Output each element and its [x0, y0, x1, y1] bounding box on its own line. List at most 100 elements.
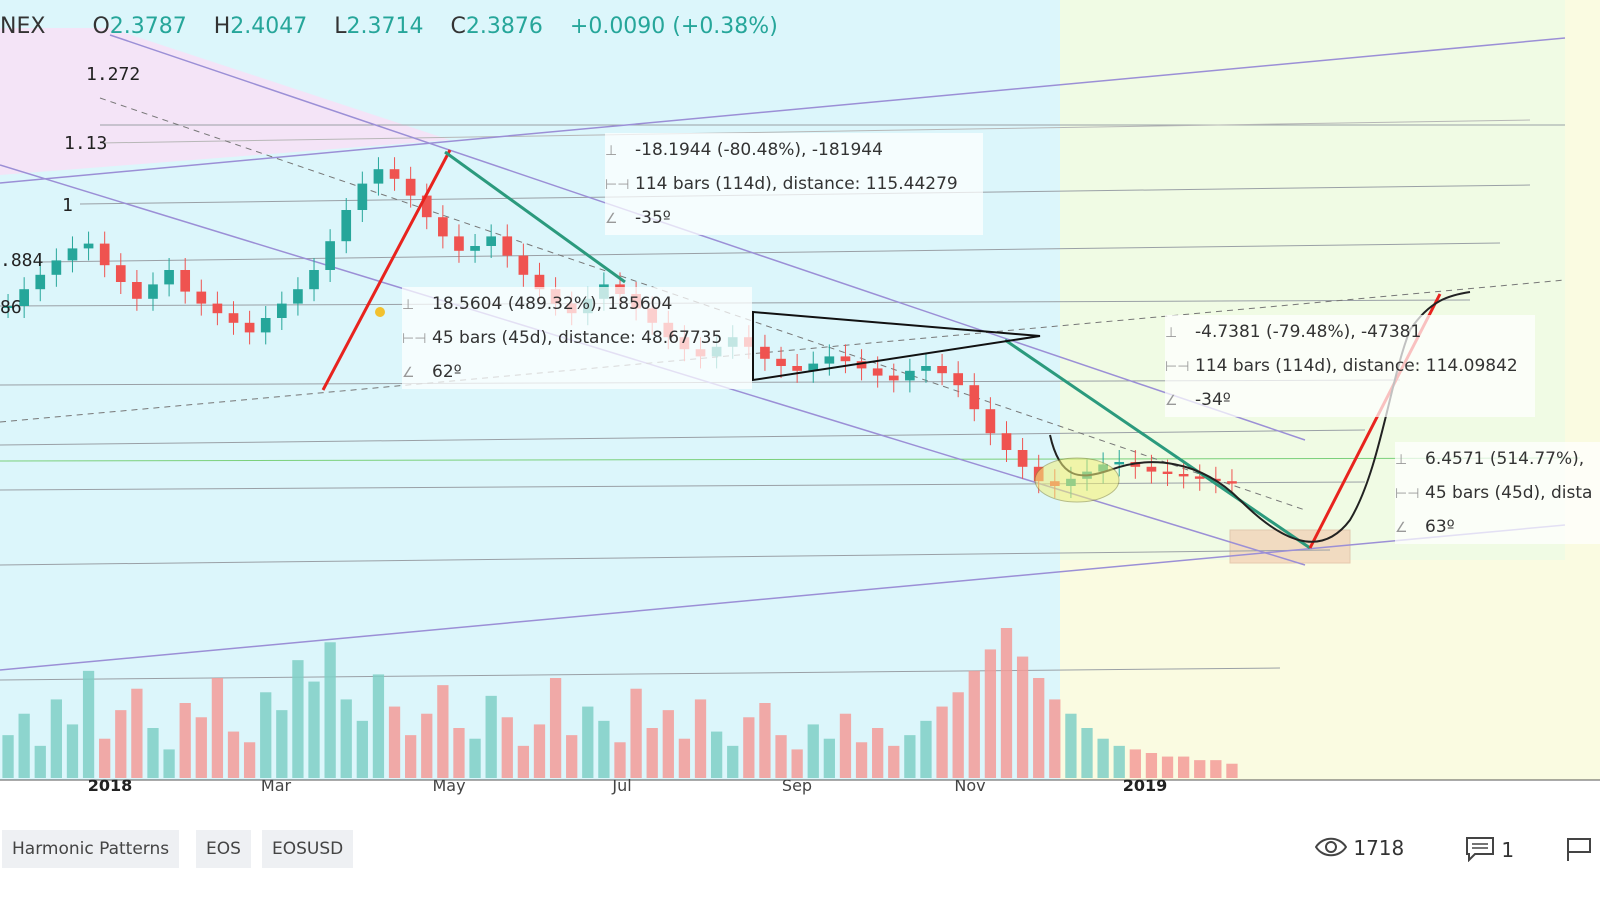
volume-bar [405, 735, 417, 778]
fib-label-1: 1 [62, 195, 73, 216]
candle-body [19, 289, 29, 306]
fib-top-band [0, 28, 450, 175]
measure-2-angle: 62º [432, 362, 462, 382]
volume-bar [791, 749, 803, 778]
volume-bar [662, 710, 674, 778]
volume-bar [549, 678, 562, 778]
range-icon: ⊥ [402, 297, 415, 313]
volume-bar [1081, 728, 1093, 778]
volume-bar [340, 699, 352, 778]
candle-body [164, 270, 174, 285]
volume-bar [147, 728, 159, 778]
candle-body [454, 236, 464, 251]
volume-bar [356, 720, 368, 778]
volume-bar [566, 735, 578, 778]
x-tick-jul: Jul [612, 776, 632, 795]
volume-bar [1210, 760, 1222, 778]
ohlc-legend: NEX O2.3787 H2.4047 L2.3714 C2.3876 +0.0… [0, 14, 788, 39]
triangle-pattern [752, 310, 1041, 382]
candle-body [470, 246, 480, 251]
tag-harmonic-patterns[interactable]: Harmonic Patterns [2, 830, 180, 868]
views-count: 1718 [1353, 836, 1405, 860]
eye-icon [1314, 836, 1348, 863]
volume-bar [99, 738, 111, 778]
measure-1-bars: 114 bars (114d), distance: 115.44279 [635, 174, 958, 194]
tag-eos[interactable]: EOS [196, 830, 251, 868]
range-icon: ⊥ [1165, 325, 1178, 341]
ohlc-change: +0.0090 (+0.38%) [569, 14, 778, 39]
volume-bar [646, 728, 658, 778]
volume-bar [388, 706, 401, 778]
volume-bar [759, 703, 771, 778]
measure-4-price: 6.4571 (514.77%), [1425, 449, 1585, 469]
comments-button[interactable]: 1 [1465, 836, 1514, 867]
volume-bar [1194, 760, 1206, 778]
measure-2-bars: 45 bars (45d), distance: 48.67735 [432, 328, 723, 348]
fib-label-0884: .884 [0, 250, 44, 271]
candle-body [1227, 481, 1237, 484]
tag-eosusd[interactable]: EOSUSD [262, 830, 354, 868]
candle-body [51, 260, 62, 275]
flag-button[interactable] [1565, 836, 1593, 867]
volume-bars [2, 628, 1238, 778]
measure-box-2: ⊥ 18.5604 (489.32%), 185604 ⊢⊣ 45 bars (45… [402, 287, 752, 389]
measure-1-price: -18.1944 (-80.48%), -181944 [635, 140, 883, 160]
bars-icon: ⊢⊣ [1165, 359, 1190, 375]
volume-bar [82, 670, 95, 778]
measure-2-price: 18.5604 (489.32%), 185604 [432, 294, 673, 314]
volume-bar [775, 735, 787, 778]
candle-body [888, 375, 899, 381]
angle-icon: ∠ [402, 365, 415, 381]
candle-body [405, 178, 416, 196]
dashed-lines [0, 97, 1566, 511]
volume-bar [517, 745, 530, 778]
candle-body [357, 183, 368, 210]
candle-body [260, 318, 271, 333]
angle-icon: ∠ [1165, 393, 1178, 409]
volume-bar [904, 735, 916, 778]
candle-body [856, 361, 867, 369]
candle-body [953, 373, 964, 386]
candle-body [421, 195, 432, 218]
candle-body [276, 303, 287, 318]
candle-body [1194, 476, 1205, 479]
volume-bar [163, 749, 175, 778]
candle-body [840, 356, 851, 362]
volume-bar [292, 660, 304, 778]
volume-bar [710, 731, 723, 778]
measure-3-angle: -34º [1195, 390, 1231, 410]
volume-bar [533, 724, 546, 778]
angle-icon: ∠ [605, 211, 618, 227]
fib-label-1272: 1.272 [86, 64, 141, 85]
candle-body [792, 366, 802, 371]
volume-bar [694, 699, 707, 778]
volume-bar [727, 745, 739, 778]
candle-body [99, 243, 110, 266]
candle-body [937, 366, 947, 374]
candle-body [115, 265, 126, 282]
volume-bar [582, 706, 594, 778]
volume-bar [34, 745, 46, 778]
candle-body [341, 210, 352, 242]
volume-bar [453, 728, 465, 778]
volume-bar [952, 692, 964, 778]
volume-bar [324, 642, 336, 778]
measure-4-bars: 45 bars (45d), dista [1425, 483, 1593, 503]
volume-bar [2, 735, 14, 778]
volume-bar [1000, 628, 1013, 778]
candle-body [824, 356, 835, 364]
volume-bar [195, 717, 207, 778]
volume-bar [630, 688, 642, 778]
volume-bar [984, 649, 997, 778]
candle-body [502, 236, 513, 256]
measure-box-1: ⊥ -18.1944 (-80.48%), -181944 ⊢⊣ 114 bars … [605, 133, 983, 235]
candle-body [309, 270, 319, 290]
candle-body [293, 289, 303, 304]
exchange-name: NEX [0, 14, 46, 39]
volume-bar [1065, 713, 1077, 778]
volume-bar [243, 742, 256, 778]
volume-bar [66, 724, 79, 778]
volume-bar [1113, 745, 1125, 778]
candle-body [228, 313, 239, 323]
volume-bar [501, 717, 513, 778]
